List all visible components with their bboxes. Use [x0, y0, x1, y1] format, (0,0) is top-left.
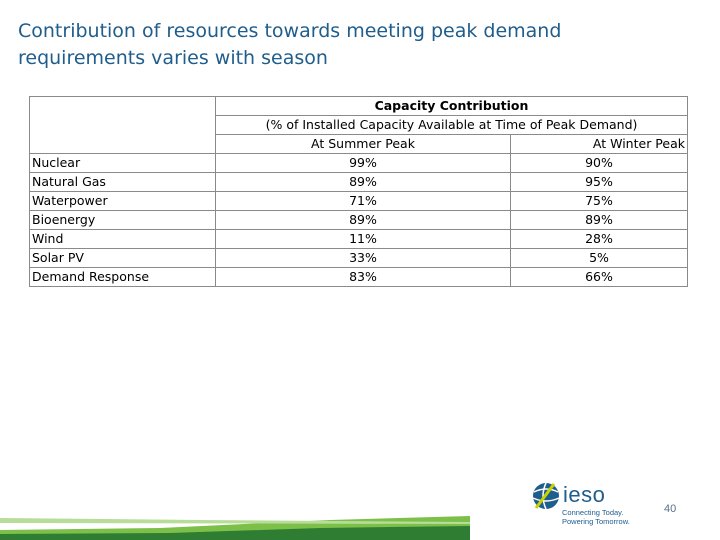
slide-title: Contribution of resources towards meetin… — [18, 18, 658, 72]
summer-cell: 89% — [215, 210, 511, 230]
footer-decoration — [0, 516, 470, 540]
table-row: Waterpower 71% 75% — [29, 191, 688, 211]
footer-dark-swoosh — [0, 526, 470, 540]
table-row: Wind 11% 28% — [29, 229, 688, 249]
footer-light-strip — [0, 518, 470, 524]
resource-cell: Solar PV — [29, 248, 216, 268]
summer-cell: 89% — [215, 172, 511, 192]
header-sub: (% of Installed Capacity Available at Ti… — [215, 115, 688, 135]
page-number: 40 — [664, 503, 677, 515]
summer-cell: 11% — [215, 229, 511, 249]
resource-cell: Nuclear — [29, 153, 216, 173]
summer-cell: 83% — [215, 267, 511, 287]
table-row: Bioenergy 89% 89% — [29, 210, 688, 230]
winter-cell: 5% — [510, 248, 688, 268]
table-row: Natural Gas 89% 95% — [29, 172, 688, 192]
ieso-logo-text: ieso — [563, 482, 606, 507]
summer-cell: 33% — [215, 248, 511, 268]
resource-cell: Wind — [29, 229, 216, 249]
header-row-main: Capacity Contribution — [29, 96, 688, 154]
resource-cell: Bioenergy — [29, 210, 216, 230]
summer-cell: 99% — [215, 153, 511, 173]
summer-cell: 71% — [215, 191, 511, 211]
winter-cell: 95% — [510, 172, 688, 192]
table-corner-cell — [29, 96, 216, 154]
resource-cell: Waterpower — [29, 191, 216, 211]
winter-cell: 90% — [510, 153, 688, 173]
resource-cell: Demand Response — [29, 267, 216, 287]
col-header-summer: At Summer Peak — [215, 134, 511, 154]
header-main: Capacity Contribution — [215, 96, 688, 116]
winter-cell: 89% — [510, 210, 688, 230]
ieso-globe-icon — [532, 482, 560, 510]
winter-cell: 66% — [510, 267, 688, 287]
resource-cell: Natural Gas — [29, 172, 216, 192]
logo-tagline-2: Powering Tomorrow. — [562, 517, 630, 526]
table-row: Solar PV 33% 5% — [29, 248, 688, 268]
table-row: Nuclear 99% 90% — [29, 153, 688, 173]
slide-title-line1: Contribution of resources towards meetin… — [18, 20, 562, 42]
table-row: Demand Response 83% 66% — [29, 267, 688, 287]
col-header-winter: At Winter Peak — [510, 134, 688, 154]
winter-cell: 28% — [510, 229, 688, 249]
logo-tagline-1: Connecting Today. — [562, 508, 624, 517]
capacity-table: Capacity Contribution (% of Installed Ca… — [29, 96, 688, 287]
winter-cell: 75% — [510, 191, 688, 211]
slide-title-line2: requirements varies with season — [18, 47, 328, 69]
